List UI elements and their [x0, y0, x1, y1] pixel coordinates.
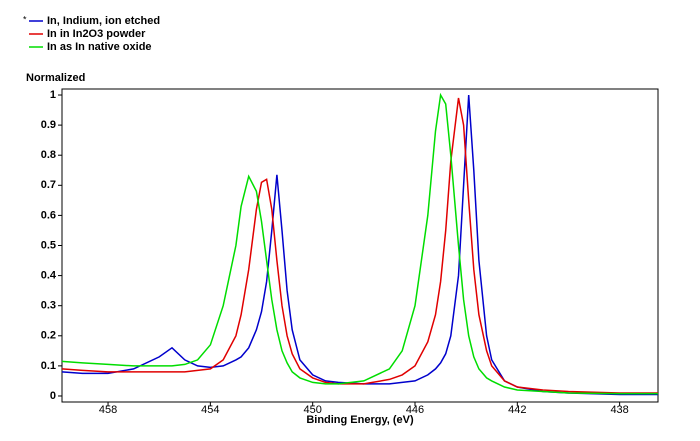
y-tick-label: 0 — [50, 390, 56, 402]
y-tick-label: 0.3 — [41, 300, 56, 312]
x-tick-label: 446 — [406, 404, 424, 416]
series-line — [61, 94, 658, 396]
x-tick-label: 454 — [201, 404, 219, 416]
legend-label: In in In2O3 powder — [47, 28, 146, 40]
y-axis-label: Normalized — [26, 72, 85, 84]
x-tick-label: 438 — [610, 404, 628, 416]
y-tick-label: 0.2 — [41, 330, 56, 342]
plot-frame — [61, 88, 659, 403]
y-tick-label: 0.5 — [41, 239, 56, 251]
y-tick-label: 1 — [50, 89, 56, 101]
x-tick-label: 458 — [99, 404, 117, 416]
y-tick-label: 0.7 — [41, 179, 56, 191]
x-axis-label: Binding Energy, (eV) — [306, 414, 414, 426]
y-tick-label: 0.8 — [41, 149, 56, 161]
x-tick-label: 442 — [508, 404, 526, 416]
y-tick-label: 0.6 — [41, 209, 56, 221]
series-line — [61, 92, 658, 395]
y-tick-label: 0.1 — [41, 360, 56, 372]
active-marker: * — [23, 14, 27, 24]
x-tick-label: 450 — [303, 404, 321, 416]
legend-label: In as In native oxide — [47, 41, 152, 53]
y-tick-label: 0.9 — [41, 119, 56, 131]
legend-label: In, Indium, ion etched — [47, 15, 160, 27]
y-tick-label: 0.4 — [41, 270, 57, 282]
series-line — [61, 97, 658, 394]
